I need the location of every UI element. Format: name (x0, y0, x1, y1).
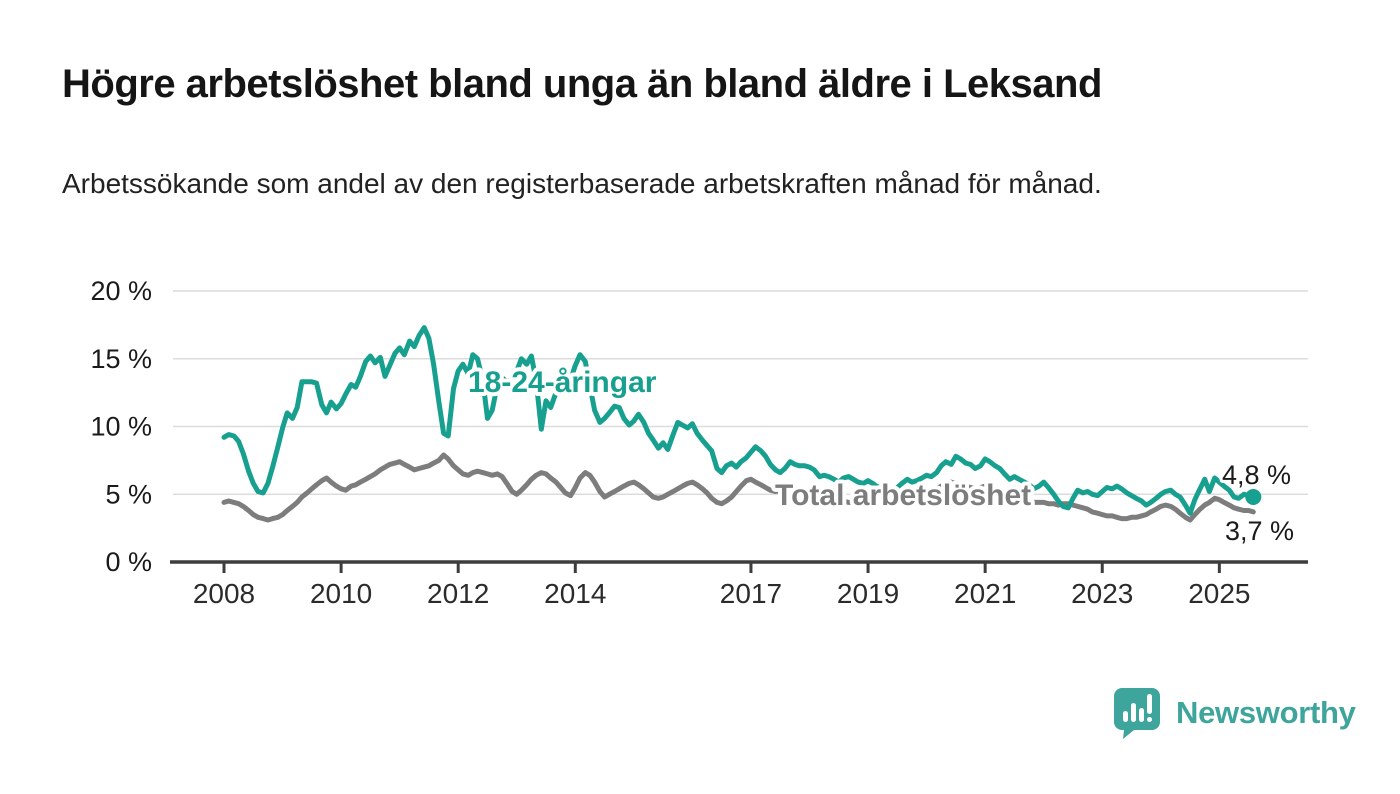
x-axis-label-2010: 2010 (310, 578, 372, 609)
series-label-total: Total arbetslöshet (775, 479, 1031, 512)
logo-bar-1 (1123, 711, 1128, 722)
x-axis-label-2017: 2017 (720, 578, 782, 609)
page-title: Högre arbetslöshet bland unga än bland ä… (62, 62, 1102, 106)
newsworthy-brand: Newsworthy (1112, 686, 1356, 740)
x-axis-label-2019: 2019 (837, 578, 899, 609)
youth-end-dot (1245, 488, 1262, 505)
x-axis-label-2021: 2021 (954, 578, 1016, 609)
series-line-youth (221, 325, 1256, 516)
y-axis-label-10: 10 % (90, 412, 152, 442)
x-axis-label-2025: 2025 (1188, 578, 1250, 609)
newsworthy-logo-icon (1114, 688, 1160, 739)
series-label-youth: 18-24-åringar (468, 366, 657, 399)
x-axis-label-2014: 2014 (544, 578, 606, 609)
x-axis-label-2008: 2008 (193, 578, 255, 609)
series-line-total (221, 452, 1256, 523)
y-axis-label-0: 0 % (105, 547, 152, 577)
x-axis-label-2012: 2012 (427, 578, 489, 609)
newsworthy-logo-text: Newsworthy (1176, 695, 1356, 730)
logo-exclamation-dot (1147, 717, 1152, 722)
logo-exclamation-bar (1147, 694, 1152, 714)
y-axis-label-20: 20 % (90, 276, 152, 306)
x-axis-label-2023: 2023 (1071, 578, 1133, 609)
y-axis-label-5: 5 % (105, 479, 152, 509)
logo-bubble (1114, 688, 1160, 739)
end-value-label-youth: 4,8 % (1222, 460, 1291, 490)
page-subtitle: Arbetssökande som andel av den registerb… (62, 168, 1102, 199)
logo-bar-3 (1139, 708, 1144, 722)
logo-bar-2 (1131, 703, 1136, 722)
end-value-label-total: 3,7 % (1225, 516, 1294, 546)
y-axis-label-15: 15 % (90, 344, 152, 374)
